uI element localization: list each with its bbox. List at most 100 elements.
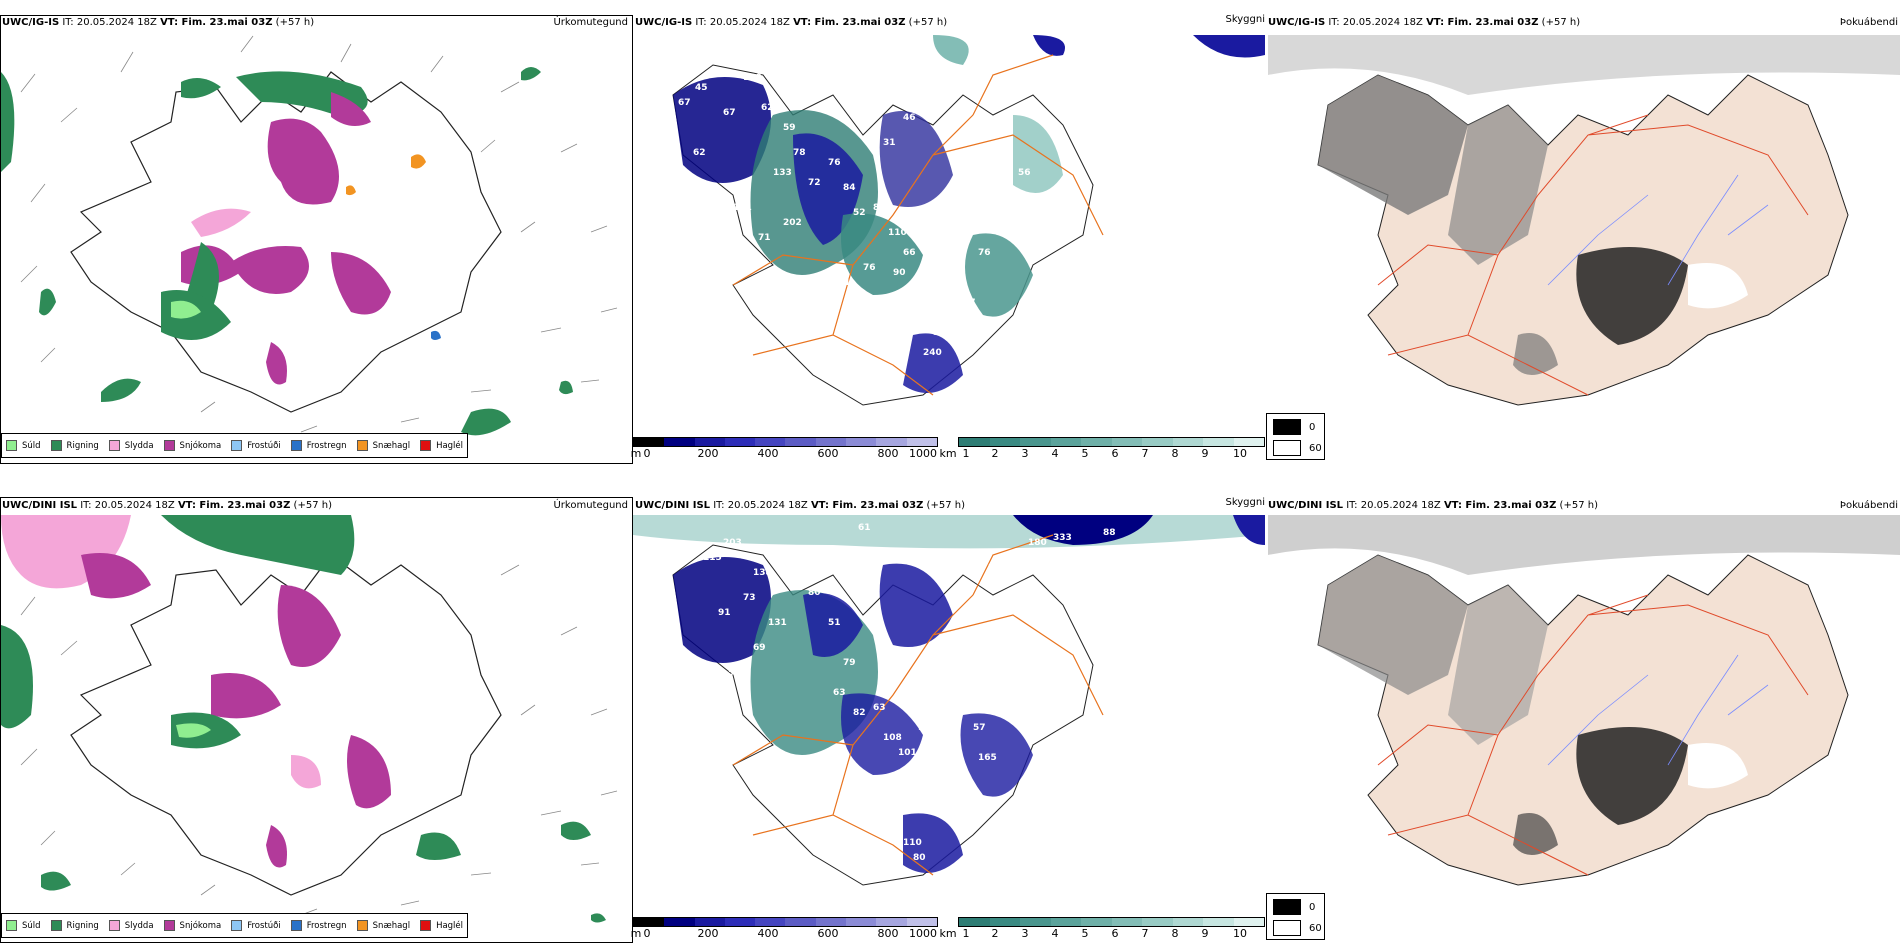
vis-value-label: 138 [753, 568, 772, 578]
scale-cell [1050, 438, 1081, 446]
vis-unit-m: m [630, 447, 642, 460]
tick-label: 1000 [909, 447, 937, 460]
iceland-outline [70, 554, 502, 896]
vis-value-label: 76 [863, 263, 876, 273]
scale-cell [694, 438, 725, 446]
fog-swatch-0 [1273, 899, 1301, 915]
legend-item: Haglél [420, 920, 463, 931]
vis-value-label: 333 [1053, 533, 1072, 543]
vis-value-label: 61 [858, 523, 871, 533]
precip-map-1 [1, 35, 618, 436]
vis-value-label: 110 [888, 228, 907, 238]
legend-item: Frostregn [290, 440, 347, 451]
vis-scale-km-bar [958, 437, 1265, 447]
scale-cell [906, 438, 937, 446]
vis-value-label: 115 [703, 553, 722, 563]
precip-blobs [1, 515, 606, 923]
scale-cell [1142, 918, 1173, 926]
tick-label: 800 [877, 927, 899, 940]
tick-label: 5 [1081, 927, 1089, 940]
vis-unit-km: km [939, 447, 957, 460]
vis-value-label: 46 [903, 113, 916, 123]
tick-label: 1 [962, 447, 970, 460]
legend-swatch [420, 920, 432, 931]
scale-cell [1203, 918, 1234, 926]
precip-legend-1: Súld Rigning Slydda Snjókoma Frostúði Fr… [1, 433, 468, 458]
vis-value-label: 58 [933, 328, 946, 338]
fog-legend-label: 0 [1309, 901, 1316, 913]
vis-value-label: 63 [873, 703, 886, 713]
vis-value-label: 84 [843, 183, 856, 193]
scale-cell [1081, 918, 1112, 926]
tick-label: 200 [697, 927, 719, 940]
fog-swatch-0 [1273, 419, 1301, 435]
panel-name-precip-1: Úrkomutegund [553, 17, 628, 28]
legend-swatch [290, 440, 302, 451]
scale-cell [755, 438, 786, 446]
vis-value-label: 110 [903, 838, 922, 848]
tick-label: 4 [1051, 927, 1059, 940]
vis-scale-m-1: m 0 200 400 600 800 1000 [631, 437, 938, 460]
legend-item: Slydda [108, 440, 154, 451]
tick-label: 600 [817, 927, 839, 940]
river-network [1547, 174, 1769, 286]
fog-legend-label: 60 [1309, 922, 1322, 934]
scale-cell [989, 918, 1020, 926]
tick-label: 0 [643, 447, 651, 460]
tick-label: 9 [1201, 447, 1209, 460]
vis-value-label: 41 [838, 278, 851, 288]
vis-value-label: 67 [723, 108, 736, 118]
panel-title-precip-2: UWC/DINI ISL IT: 20.05.2024 18Z VT: Fim.… [2, 500, 332, 511]
vis-value-label: 145 [928, 793, 947, 803]
precip-map-frame-1 [0, 15, 633, 464]
scale-cell [1203, 438, 1234, 446]
river-network [1547, 654, 1769, 766]
vis-value-label: 80 [808, 588, 821, 598]
vis-scale-m-bar [633, 917, 938, 927]
vis-value-label: 63 [715, 56, 728, 66]
scale-cell [1020, 438, 1051, 446]
vis-value-label: 57 [973, 723, 986, 733]
vis-value-label: 203 [723, 538, 742, 548]
vis-value-label: 49 [943, 258, 956, 268]
precip-map-2 [1, 515, 618, 923]
vis-value-label: 31 [883, 138, 896, 148]
scale-cell [959, 438, 990, 446]
panel-title-vis-2: UWC/DINI ISL IT: 20.05.2024 18Z VT: Fim.… [635, 500, 965, 511]
tick-label: 800 [877, 447, 899, 460]
vis-value-label: 79 [843, 658, 856, 668]
vis-value-label: 101 [733, 203, 752, 213]
vis-value-label: 51 [828, 618, 841, 628]
scale-cell [815, 918, 847, 926]
legend-item: Rigning [50, 440, 99, 451]
scale-cell [1233, 918, 1264, 926]
vis-value-label: 108 [913, 293, 932, 303]
vis-value-label: 165 [978, 753, 997, 763]
vis-value-label: 67 [678, 98, 691, 108]
vis-scale-km-bar [958, 917, 1265, 927]
vis-value-label: 180 [933, 278, 952, 288]
vis-value-label: 82 [993, 188, 1006, 198]
precip-legend-2: Súld Rigning Slydda Snjókoma Frostúði Fr… [1, 913, 468, 938]
scale-cell [1142, 438, 1173, 446]
legend-swatch [6, 920, 17, 931]
panel-name-vis-2: Skyggni [1225, 497, 1265, 508]
legend-swatch [50, 920, 62, 931]
vis-value-label: 76 [828, 158, 841, 168]
vis-value-label: 62 [761, 103, 774, 113]
vis-value-label: 90 [893, 268, 906, 278]
vis-value-label: 202 [783, 218, 802, 228]
panel-title-fog-1: UWC/IG-IS IT: 20.05.2024 18Z VT: Fim. 23… [1268, 17, 1581, 28]
vis-value-label: 80 [913, 853, 926, 863]
scale-cell [755, 918, 786, 926]
tick-label: 0 [643, 927, 651, 940]
vis-value-label: 88 [953, 223, 966, 233]
fog-map-2 [1268, 515, 1900, 886]
scale-cell [634, 918, 665, 926]
road-network [1377, 114, 1809, 396]
legend-item: Rigning [50, 920, 99, 931]
scale-cell [959, 918, 990, 926]
vis-value-label: 82 [853, 708, 866, 718]
